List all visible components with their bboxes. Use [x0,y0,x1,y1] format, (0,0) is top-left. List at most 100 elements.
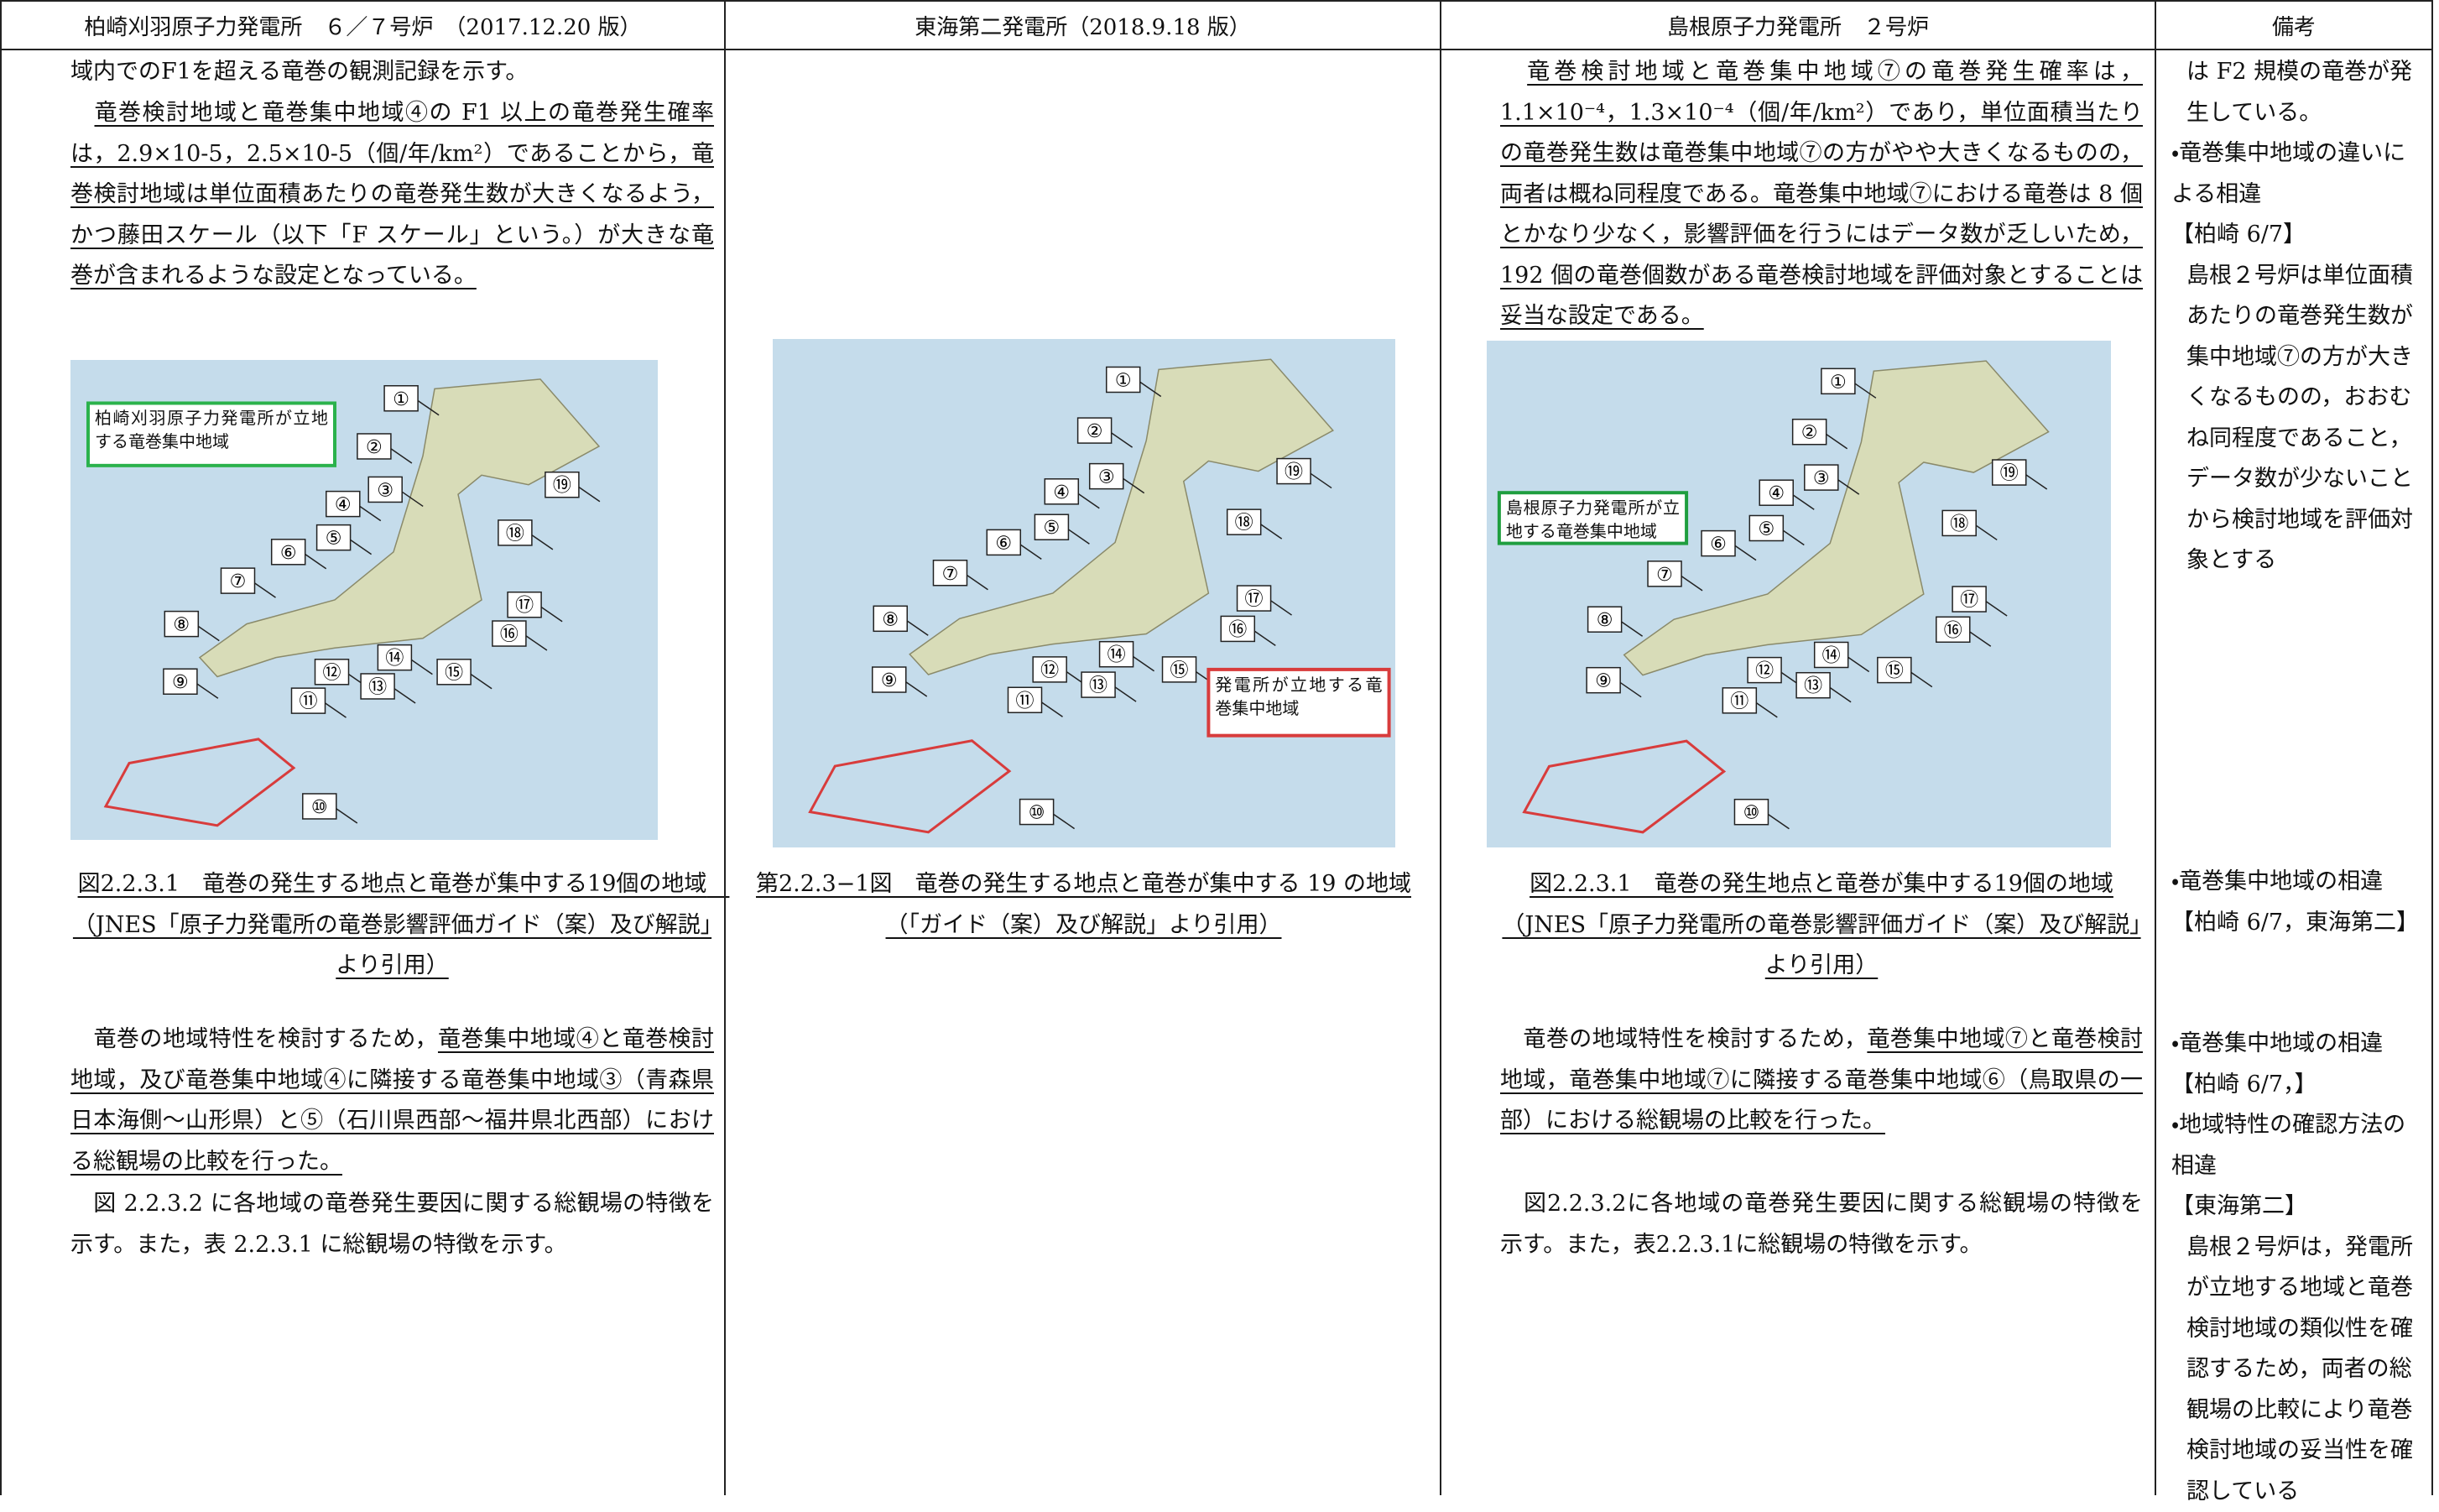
region-label: ⑨ [1595,671,1612,692]
region-label: ⑮ [1170,660,1188,681]
note: ・竜巻集中地域の相違【柏崎 6/7，東海第二】 [2171,862,2425,943]
note-line: ・地域特性の確認方法の相違 [2171,1105,2425,1186]
region-label: ⑲ [2000,463,2019,484]
callout-text: 柏崎刈羽原子力発電所が立地する竜巻集中地域 [95,406,328,453]
region-label: ⑥ [995,533,1012,554]
region-label: ⑲ [1285,462,1303,483]
region-label: ⑫ [322,663,341,684]
region-label: ⑮ [1885,661,1904,682]
region-label: ⑭ [1107,645,1125,666]
region-label: ③ [1813,468,1830,489]
text-segment: 竜巻検討地域と竜巻集中地域④の F1 以上の竜巻発生確率は，2.9×10-5，2… [70,100,714,289]
region-label: ⑬ [368,677,387,698]
caption: 図2.2.3.1 竜巻の発生地点と竜巻が集中する19個の地域（JNES「原子力発… [1500,864,2143,987]
note-line: 島根２号炉は単位面積あたりの竜巻発生数が集中地域⑦の方が大きくなるものの，おおむ… [2171,256,2425,581]
paragraph: 竜巻の地域特性を検討するため，竜巻集中地域⑦と竜巻検討地域，竜巻集中地域⑦に隣接… [1500,1019,2143,1142]
region-label: ⑪ [299,691,317,712]
caption: 第2.2.3−1図 竜巻の発生する地点と竜巻が集中する 19 の地域（「ガイド（… [746,864,1421,946]
callout-text: 島根原子力発電所が立地する竜巻集中地域 [1506,496,1680,540]
note-line: 【柏崎 6/7】 [2171,215,2425,256]
callout-text: 発電所が立地する竜巻集中地域 [1215,673,1382,720]
text-segment: 竜巻の地域特性を検討するため， [1500,1026,1867,1052]
note-line: 【柏崎 6/7，】 [2171,1065,2425,1106]
region-label: ② [366,437,383,458]
region-label: ⑥ [279,543,296,564]
region-label: ⑭ [385,649,404,670]
region-label: ⑰ [515,596,534,617]
region-label: ① [1114,370,1131,391]
caption: 図2.2.3.1 竜巻の発生する地点と竜巻が集中する19個の地域 （JNES「原… [70,864,714,987]
note-line: は F2 規模の竜巻が発生している。 [2171,52,2425,133]
region-label: ⑯ [1944,620,1962,641]
region-label: ⑤ [325,529,341,550]
paragraph: 竜巻の地域特性を検討するため，竜巻集中地域④と竜巻検討地域，及び竜巻集中地域④に… [70,1019,714,1182]
note: は F2 規模の竜巻が発生している。・竜巻集中地域の違いによる相違【柏崎 6/7… [2171,52,2425,581]
region-label: ④ [1053,482,1070,503]
region-label: ⑫ [1040,660,1059,681]
region-label: ② [1086,421,1102,442]
paragraph: 図 2.2.3.2 に各地域の竜巻発生要因に関する総観場の特徴を示す。また，表 … [70,1184,714,1265]
region-label: ⑦ [1656,565,1673,586]
column-header: 柏崎刈羽原子力発電所 ６／７号炉 （2017.12.20 版） [2,0,724,50]
callout: 発電所が立地する竜巻集中地域 [1215,673,1382,733]
region-label: ⑤ [1043,518,1060,539]
text-segment: 図 2.2.3.2 に各地域の竜巻発生要因に関する総観場の特徴を示す。また，表 … [70,1191,714,1258]
region-label: ⑦ [229,571,246,592]
column-header: 備考 [2156,0,2431,50]
note-line: ・竜巻集中地域の相違 [2171,1024,2425,1065]
note-line: 【柏崎 6/7，東海第二】 [2171,903,2425,944]
region-label: ⑱ [1950,514,1968,534]
region-label: ⑪ [1015,691,1034,712]
region-label: ⑬ [1089,675,1107,696]
region-label: ⑰ [1244,589,1263,610]
note-line: 島根２号炉は，発電所が立地する地域と竜巻検討地域の類似性を確認するため，両者の総… [2171,1228,2425,1512]
column-header: 東海第二発電所（2018.9.18 版） [726,0,1440,50]
region-label: ⑩ [310,797,327,818]
region-label: ⑩ [1028,803,1045,824]
region-label: ⑮ [445,663,463,684]
region-label: ⑪ [1730,691,1748,712]
callout: 柏崎刈羽原子力発電所が立地する竜巻集中地域 [95,406,328,461]
region-label: ⑤ [1758,519,1775,540]
region-label: ⑥ [1710,534,1727,555]
region-label: ⑧ [882,609,899,630]
region-label: ⑯ [1228,619,1247,640]
paragraph: 竜巻検討地域と竜巻集中地域④の F1 以上の竜巻発生確率は，2.9×10-5，2… [70,93,714,297]
paragraph: 竜巻検討地域と竜巻集中地域⑦の竜巻発生確率は，1.1×10⁻⁴，1.3×10⁻⁴… [1500,52,2143,337]
region-label: ③ [377,480,393,501]
region-label: ③ [1097,467,1114,488]
text-segment: 域内でのF1を超える竜巻の観測記録を示す。 [70,59,528,85]
region-label: ① [1830,372,1847,393]
region-label: ⑲ [552,476,571,497]
region-label: ⑦ [941,564,958,585]
region-label: ④ [334,495,351,516]
region-label: ⑬ [1804,676,1822,697]
note-line: 【東海第二】 [2171,1186,2425,1228]
text-segment [70,100,95,126]
note: ・竜巻集中地域の相違【柏崎 6/7，】・地域特性の確認方法の相違【東海第二】島根… [2171,1024,2425,1512]
text-segment: 図2.2.3.2に各地域の竜巻発生要因に関する総観場の特徴を示す。また，表2.2… [1500,1191,2143,1258]
region-label: ⑰ [1960,590,1978,611]
text-segment: 竜巻の地域特性を検討するため， [70,1026,438,1052]
note-line: ・竜巻集中地域の相違 [2171,862,2425,903]
region-label: ⑯ [499,624,518,645]
region-label: ⑨ [172,672,189,693]
region-label: ⑧ [173,615,190,636]
region-label: ⑩ [1743,803,1760,824]
table-column: 島根原子力発電所 ２号炉 竜巻検討地域と竜巻集中地域⑦の竜巻発生確率は，1.1×… [1440,0,2155,1495]
region-label: ⑱ [1234,513,1253,534]
region-label: ⑨ [880,670,897,691]
column-header: 島根原子力発電所 ２号炉 [1441,0,2155,50]
region-label: ⑧ [1597,610,1613,631]
note-line: ・竜巻集中地域の違いによる相違 [2171,133,2425,215]
table-column: 柏崎刈羽原子力発電所 ６／７号炉 （2017.12.20 版） 域内でのF1を超え… [0,0,724,1495]
text-segment [1500,59,1527,85]
